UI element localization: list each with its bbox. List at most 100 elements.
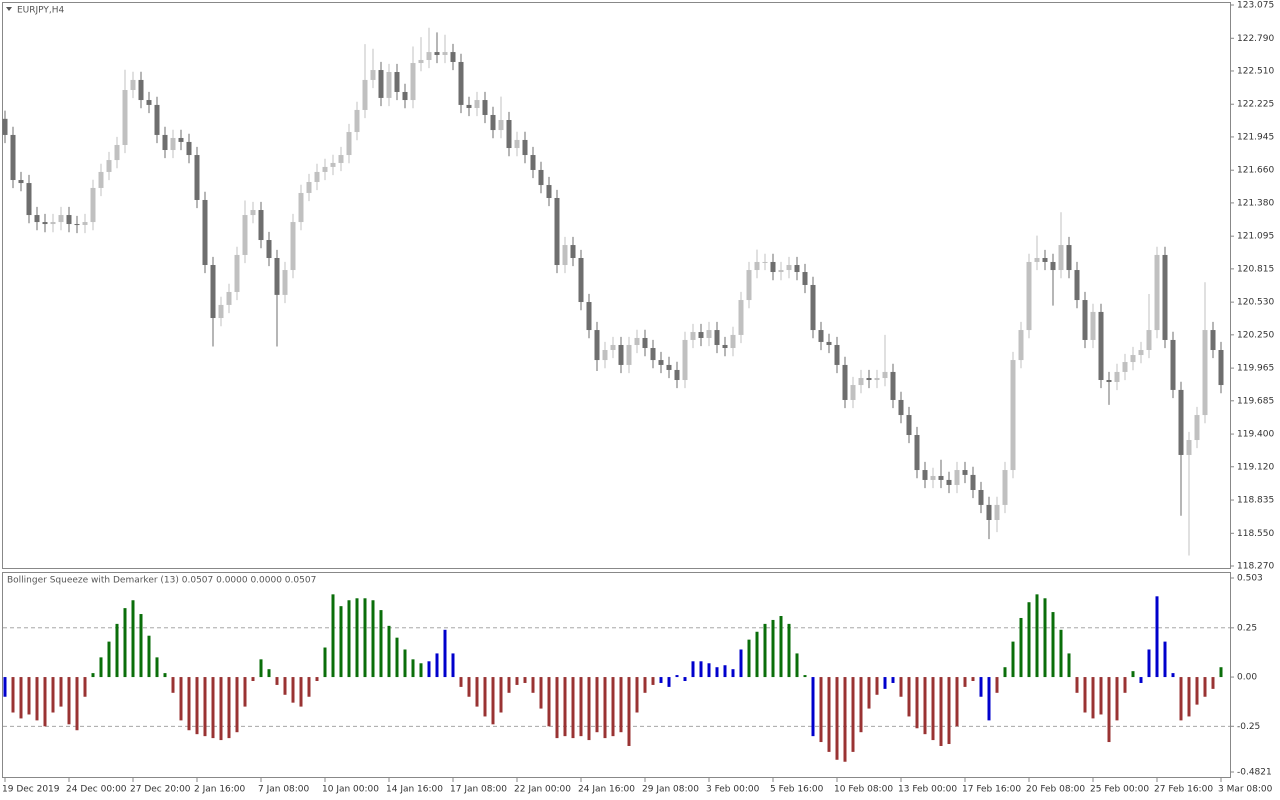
- candle-body: [594, 330, 600, 361]
- candle-body: [922, 470, 928, 480]
- candle-body: [1162, 254, 1168, 340]
- candle-body: [1090, 311, 1096, 340]
- candle-body: [466, 104, 472, 108]
- histogram-bar: [435, 653, 439, 678]
- candle-body: [762, 261, 768, 263]
- candle-body: [402, 91, 408, 101]
- candle-body: [1218, 350, 1224, 386]
- candle-body: [994, 504, 1000, 520]
- histogram-bar: [1147, 649, 1151, 678]
- candle-body: [146, 100, 152, 105]
- x-tick-label: 10 Feb 08:00: [834, 785, 893, 795]
- y-tick-label: 0.25: [1237, 623, 1257, 633]
- candle-body: [106, 160, 112, 172]
- candle-body: [634, 337, 640, 345]
- candle-body: [562, 245, 568, 266]
- y-tick-label: 118.270: [1237, 562, 1274, 572]
- candle-body: [578, 258, 584, 303]
- candle-body: [378, 70, 384, 98]
- candle-body: [834, 344, 840, 365]
- candle-body: [1122, 362, 1128, 372]
- histogram-bar: [307, 677, 311, 697]
- candle-body: [962, 470, 968, 475]
- histogram-bar: [35, 677, 39, 721]
- candle-body: [434, 52, 440, 55]
- candle-body: [506, 120, 512, 149]
- candle-body: [418, 59, 424, 64]
- histogram-bar: [931, 677, 935, 741]
- x-tick-label: 27 Dec 20:00: [130, 785, 191, 795]
- histogram-bar: [819, 677, 823, 743]
- histogram-bar: [147, 635, 151, 678]
- histogram-bar: [531, 677, 535, 693]
- candle-body: [1058, 245, 1064, 271]
- candle-body: [138, 79, 144, 101]
- histogram-bar: [491, 677, 495, 725]
- candle-body: [1138, 350, 1144, 356]
- histogram-bar: [1019, 617, 1023, 678]
- histogram-bar: [339, 606, 343, 678]
- histogram-bar: [459, 677, 463, 687]
- histogram-bar: [1067, 653, 1071, 678]
- candle-body: [802, 272, 808, 285]
- candle-body: [986, 504, 992, 520]
- histogram-bar: [363, 598, 367, 678]
- histogram-bar: [707, 663, 711, 678]
- histogram-bar: [219, 677, 223, 741]
- histogram-bar: [1203, 677, 1207, 697]
- histogram-bar: [1123, 677, 1127, 693]
- histogram-bar: [995, 677, 999, 693]
- candle-body: [42, 222, 48, 225]
- candle-body: [1066, 245, 1072, 271]
- candle-body: [1194, 415, 1200, 441]
- y-tick-label: 118.550: [1237, 529, 1274, 539]
- y-tick-label: -0.4821: [1237, 768, 1272, 778]
- y-tick-label: 123.075: [1237, 1, 1274, 11]
- x-tick-label: 17 Feb 16:00: [962, 785, 1021, 795]
- histogram-bar: [571, 677, 575, 739]
- candle-body: [26, 183, 32, 216]
- histogram-bar: [259, 659, 263, 678]
- histogram-bar: [227, 677, 231, 739]
- histogram-bar: [1083, 677, 1087, 713]
- histogram-bar: [1163, 641, 1167, 678]
- histogram-bar: [955, 677, 959, 727]
- candle-body: [826, 341, 832, 345]
- histogram-bar: [835, 677, 839, 760]
- candle-body: [938, 475, 944, 480]
- histogram-bar: [43, 677, 47, 727]
- histogram-bar: [355, 598, 359, 678]
- histogram-bar: [99, 657, 103, 678]
- histogram-bar: [867, 677, 871, 709]
- candle-body: [898, 399, 904, 416]
- candle-body: [746, 270, 752, 301]
- histogram-bar: [547, 677, 551, 727]
- histogram-bar: [19, 677, 23, 719]
- candle-body: [794, 265, 800, 273]
- histogram-bar: [1011, 641, 1015, 678]
- histogram-bar: [1131, 671, 1135, 678]
- histogram-bar: [403, 649, 407, 678]
- candle-body: [906, 415, 912, 436]
- histogram-bar: [803, 675, 807, 678]
- y-tick-label: 122.225: [1237, 100, 1274, 110]
- candle-body: [354, 109, 360, 133]
- histogram-bar: [731, 669, 735, 678]
- histogram-bar: [939, 677, 943, 746]
- histogram-bar: [155, 657, 159, 678]
- histogram-bar: [683, 677, 687, 681]
- histogram-bar: [587, 677, 591, 741]
- candle-body: [250, 210, 256, 216]
- candle-body: [658, 360, 664, 365]
- candle-body: [530, 155, 536, 170]
- histogram-bar: [715, 667, 719, 678]
- histogram-bar: [11, 677, 15, 713]
- histogram-bar: [1027, 602, 1031, 678]
- candle-body: [786, 265, 792, 271]
- candle-body: [178, 137, 184, 142]
- histogram-bar: [603, 677, 607, 739]
- y-tick-label: 119.400: [1237, 430, 1274, 440]
- histogram-bar: [923, 677, 927, 735]
- candle-body: [770, 261, 776, 273]
